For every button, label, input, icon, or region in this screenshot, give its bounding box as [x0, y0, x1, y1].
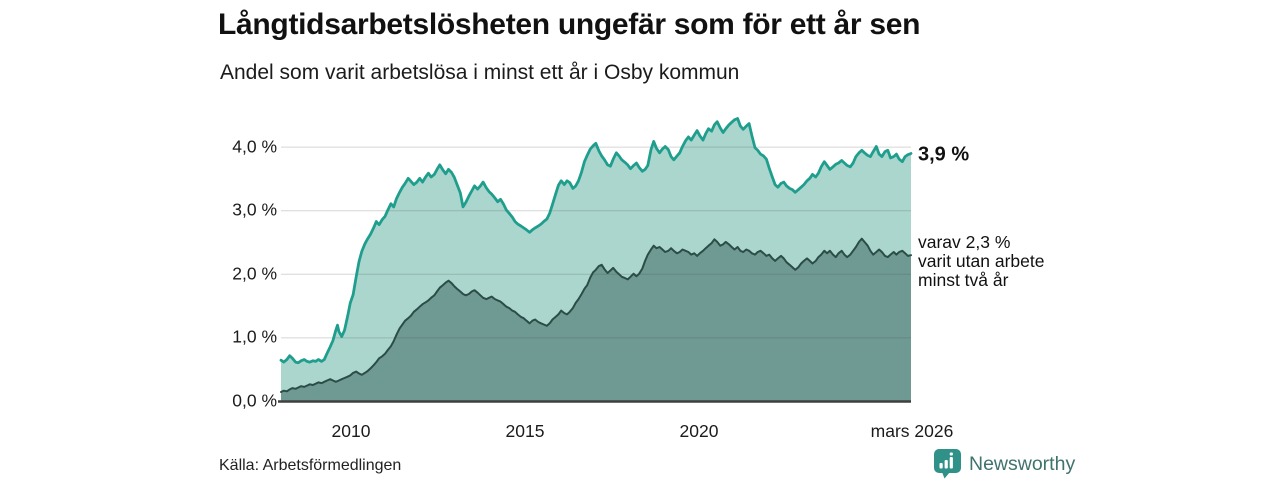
y-axis-tick-label: 0,0 % — [232, 390, 277, 411]
newsworthy-brand: Newsworthy — [934, 449, 1075, 479]
series-annotation-two-years: varav 2,3 % varit utan arbete minst två … — [918, 233, 1044, 290]
annotation-line: varit utan arbete — [918, 251, 1045, 271]
series-end-label-total: 3,9 % — [918, 143, 970, 166]
y-axis-tick-label: 2,0 % — [232, 263, 277, 284]
newsworthy-wordmark: Newsworthy — [969, 453, 1076, 475]
x-axis-tick-label: 2020 — [679, 421, 719, 441]
series-line-1 — [280, 237, 912, 393]
annotation-line: varav 2,3 % — [918, 232, 1011, 252]
x-axis-tick-label: 2015 — [505, 421, 545, 441]
x-axis-tick-label: 2010 — [331, 421, 371, 441]
chart-title: Långtidsarbetslösheten ungefär som för e… — [218, 8, 921, 41]
series-area-1 — [281, 238, 911, 402]
y-axis-tick-label: 3,0 % — [232, 199, 277, 220]
y-axis-tick-label: 4,0 % — [232, 136, 277, 157]
annotation-line: minst två år — [918, 270, 1009, 290]
y-axis-tick-label: 1,0 % — [232, 326, 277, 347]
series-line-0 — [279, 117, 913, 365]
newsworthy-logo-icon — [934, 449, 961, 479]
chart-subtitle: Andel som varit arbetslösa i minst ett å… — [220, 61, 740, 84]
x-axis-tick-label: mars 2026 — [870, 421, 954, 441]
source-note: Källa: Arbetsförmedlingen — [219, 457, 402, 474]
